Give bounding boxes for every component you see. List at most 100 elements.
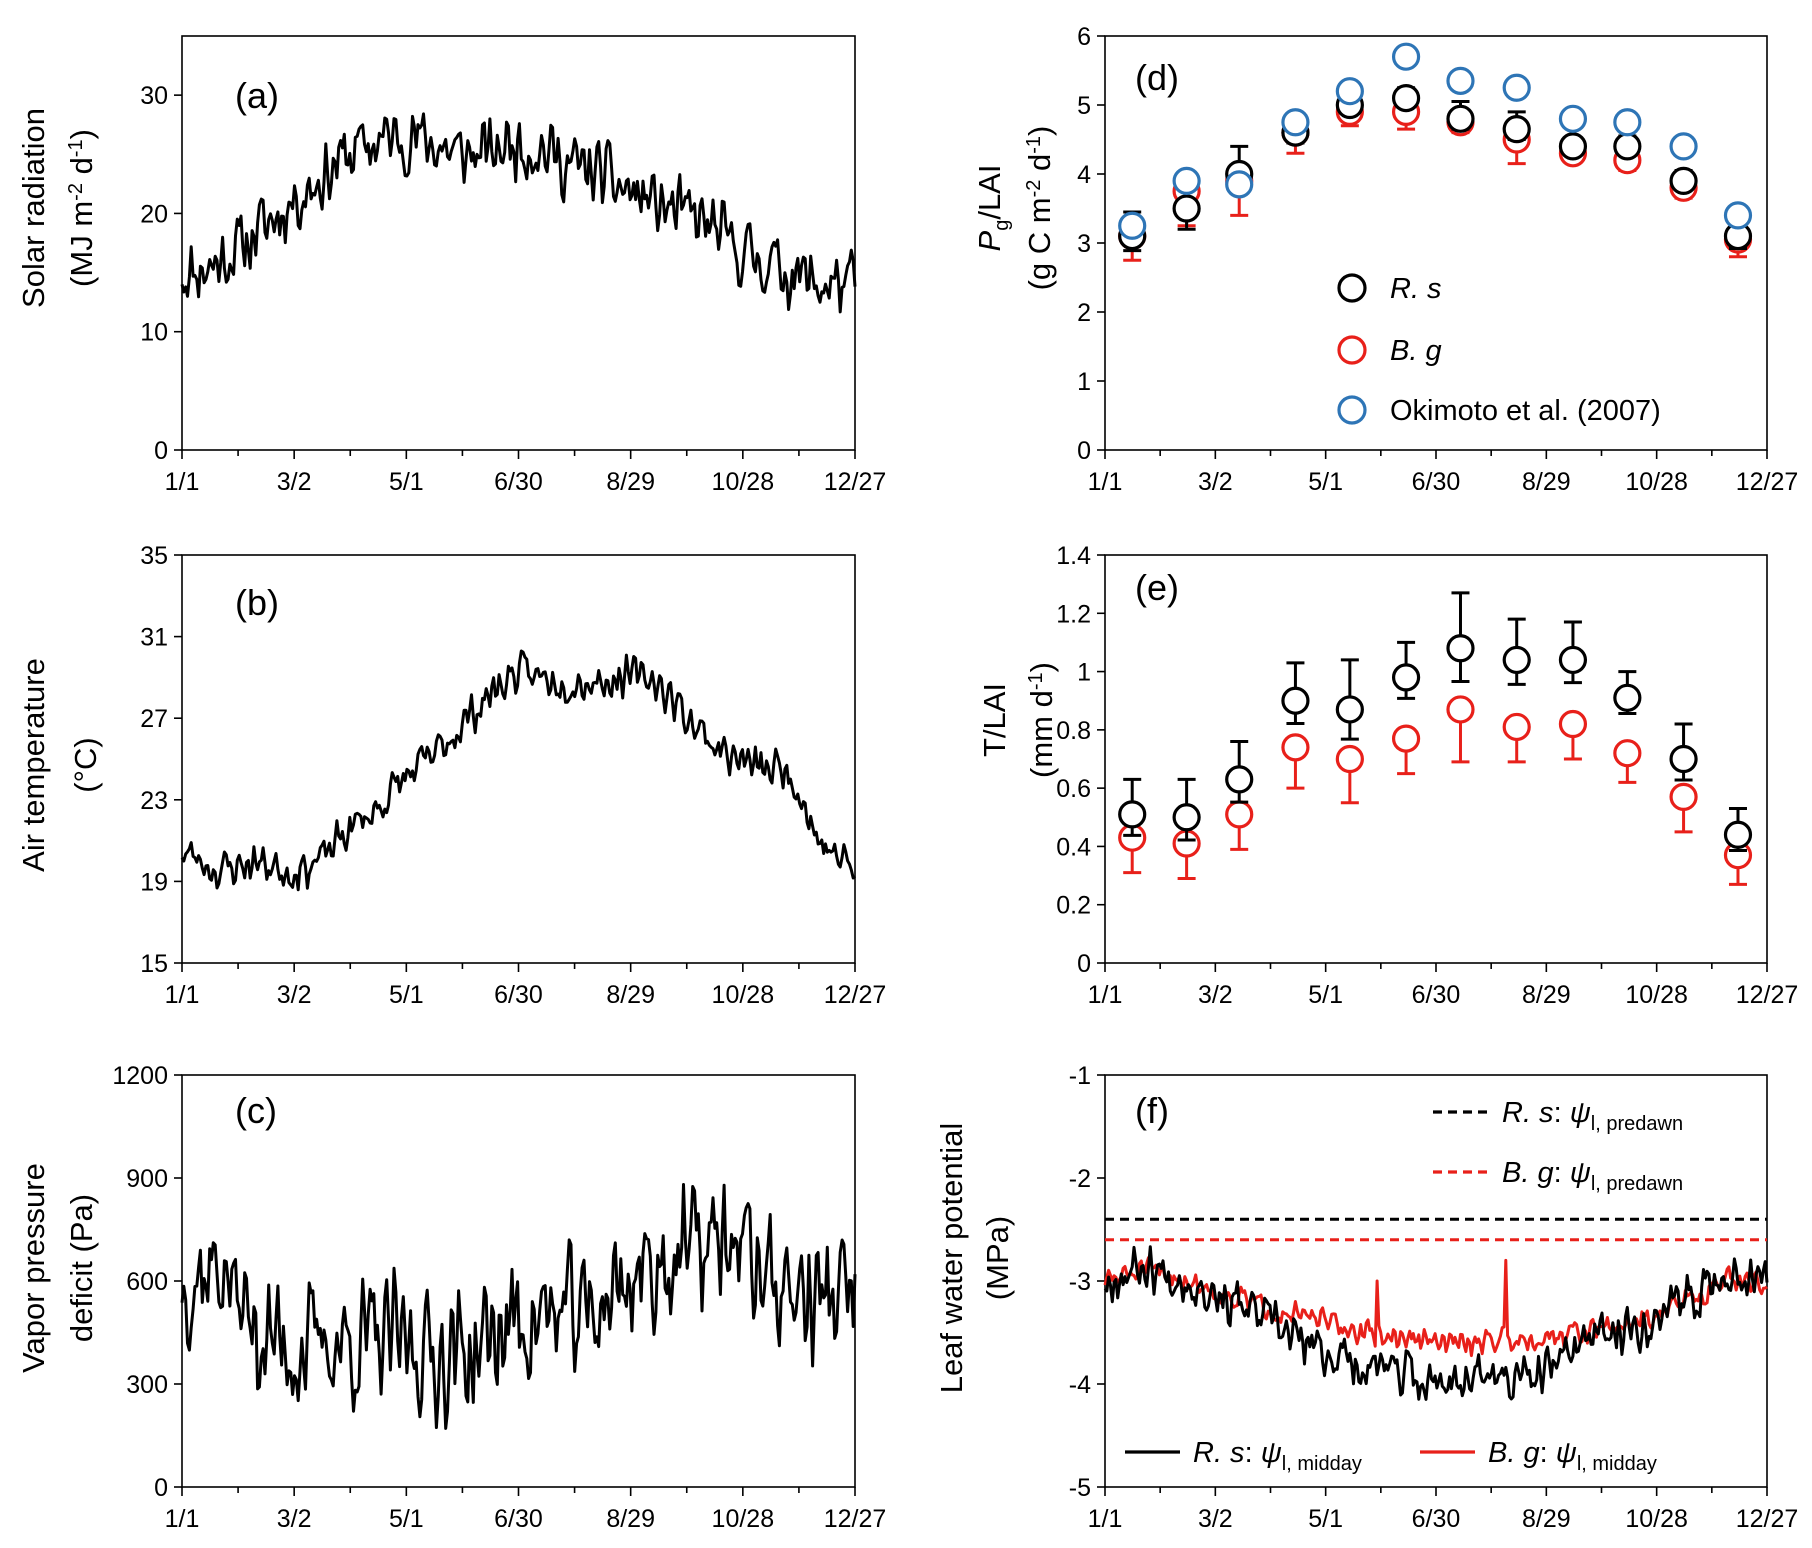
x-tick-label: 3/2: [277, 981, 312, 1009]
data-point: [1281, 108, 1310, 137]
y-tick-label: 600: [126, 1268, 168, 1296]
panel-d-ylabel-p: P: [972, 230, 1007, 251]
legend-rs-marker: [1337, 273, 1367, 303]
legend-rs-midday-psi: ψ: [1261, 1437, 1282, 1469]
legend-rs-midday-sub: l, midday: [1282, 1453, 1362, 1475]
panel-a-ylabel-line1: Solar radiation: [16, 108, 51, 308]
y-tick-label: -2: [1069, 1165, 1091, 1193]
panel-f-ylabel-line1: Leaf water potential: [934, 1123, 969, 1394]
x-tick-label: 5/1: [1308, 981, 1343, 1009]
panel-f-ylabel-line2: (MPa): [980, 1216, 1015, 1300]
x-tick-label: 12/27: [824, 981, 887, 1009]
series-line-0: [180, 649, 857, 892]
data-point: [1391, 663, 1421, 692]
panel-f-legend: R. s: ψl, predawn B. g: ψl, predawn R. s…: [1125, 1097, 1683, 1475]
panel-d-ylabel-sup1: -2: [1023, 180, 1045, 198]
panel-b-plot: 15 19 23 27 31 35 1/1 3/2 5/1 6/30 8/29 10/28 12/27: [140, 542, 886, 1009]
x-tick-label: 12/27: [1736, 1505, 1799, 1533]
panel-a-ylabel-sup2: -1: [65, 139, 87, 157]
panel-d-ylabel-line2-b: d: [1022, 154, 1057, 180]
y-tick-label: 3: [1077, 230, 1091, 258]
data-point: [1558, 104, 1588, 133]
data-point: [1669, 744, 1698, 774]
data-point: [1391, 83, 1421, 113]
data-point: [1613, 739, 1642, 768]
y-tick-label: 6: [1077, 23, 1091, 51]
y-tick-label: 1: [1077, 659, 1091, 687]
data-point: [1172, 166, 1201, 195]
legend-okimoto-label: Okimoto et al. (2007): [1390, 395, 1661, 427]
panel-d-label: (d): [1135, 57, 1179, 98]
data-point: [1613, 108, 1642, 137]
data-point: [1118, 211, 1147, 240]
legend-okimoto-marker: [1337, 395, 1367, 425]
x-tick-label: 5/1: [389, 1505, 424, 1533]
x-tick-label: 3/2: [1198, 981, 1233, 1009]
x-tick-label: 8/29: [1522, 981, 1571, 1009]
legend-rs-predawn-label: R. s: ψl, predawn: [1502, 1097, 1683, 1135]
panel-b: Air temperature (°C) (b) 15 19 23 27 31 35 1/1…: [16, 542, 886, 1009]
data-point: [1446, 695, 1475, 724]
panel-a-ylabel-line2-b: d: [64, 157, 99, 183]
panel-a-ylabel-line2: (MJ m-2 d-1): [64, 129, 99, 287]
data-point: [1558, 132, 1588, 161]
data-point: [1502, 73, 1531, 102]
y-tick-label: 300: [126, 1371, 168, 1399]
plot-frame: [1104, 1074, 1768, 1488]
legend-rs-predawn-psi: ψ: [1570, 1097, 1591, 1129]
panel-e-ylabel-sup: -1: [1025, 672, 1047, 690]
panel-a-ylabel-sup1: -2: [65, 183, 87, 201]
y-tick-label: 35: [140, 542, 168, 570]
y-tick-label: -5: [1069, 1474, 1091, 1502]
panel-e-ylabel-line1: T/LAI: [977, 683, 1012, 757]
x-tick-label: 8/29: [606, 1505, 655, 1533]
x-tick-label: 1/1: [165, 981, 200, 1009]
x-tick-label: 6/30: [1412, 1505, 1461, 1533]
data-point: [1613, 683, 1642, 712]
panel-f: Leaf water potential (MPa) (f) -5-4-3-2-…: [934, 1062, 1798, 1533]
x-tick-label: 3/2: [277, 1505, 312, 1533]
x-tick-label: 10/28: [712, 468, 775, 496]
x-tick-label: 6/30: [1412, 468, 1461, 496]
x-tick-label: 8/29: [606, 468, 655, 496]
data-point: [1502, 645, 1531, 675]
y-tick-label: 1: [1077, 368, 1091, 396]
plot-frame: [1104, 554, 1768, 964]
legend-rs-midday-colon: :: [1245, 1437, 1261, 1469]
plot-frame: [181, 35, 856, 451]
legend-bg-predawn-species: B. g: [1502, 1157, 1554, 1189]
x-tick-label: 8/29: [1522, 468, 1571, 496]
y-tick-label: 5: [1077, 92, 1091, 120]
legend-rs-predawn-colon: :: [1554, 1097, 1570, 1129]
x-tick-label: 10/28: [712, 1505, 775, 1533]
panel-c: Vapor pressure deficit (Pa) (c) 0 300 600 9…: [16, 1062, 886, 1533]
legend-bg-midday-colon: :: [1540, 1437, 1556, 1469]
x-tick-label: 3/2: [1198, 1505, 1233, 1533]
x-tick-label: 6/30: [494, 981, 543, 1009]
data-point: [1225, 765, 1254, 794]
series-line-0: [180, 112, 857, 314]
x-tick-label: 1/1: [165, 1505, 200, 1533]
data-point: [1391, 42, 1421, 71]
panel-a-ylabel-line2-a: (MJ m: [64, 201, 99, 287]
data-point: [1225, 800, 1254, 829]
x-tick-label: 1/1: [1088, 468, 1123, 496]
x-tick-label: 3/2: [277, 468, 312, 496]
panel-c-label: (c): [235, 1090, 277, 1131]
y-tick-label: 15: [140, 950, 168, 978]
panel-d-plot: 0 1 2 3 4 5 6 1/1 3/2 5/1 6/30 8/29 10/28 12/27: [1077, 23, 1798, 496]
legend-bg-midday-label: B. g: ψl, midday: [1488, 1437, 1657, 1475]
data-point: [1558, 709, 1588, 739]
x-tick-label: 5/1: [389, 981, 424, 1009]
x-tick-label: 3/2: [1198, 468, 1233, 496]
data-point: [1669, 166, 1698, 195]
y-tick-label: 0.4: [1056, 833, 1091, 861]
y-tick-label: 20: [140, 200, 168, 228]
panel-e-ylabel-line2-a: (mm d: [1024, 690, 1059, 778]
legend-bg-midday-species: B. g: [1488, 1437, 1540, 1469]
data-point: [1446, 66, 1475, 95]
plot-frame: [1104, 35, 1768, 451]
data-point: [1118, 800, 1147, 829]
legend-rs-predawn-sub: l, predawn: [1591, 1113, 1683, 1135]
panel-b-ylabel-line1: Air temperature: [16, 658, 51, 872]
